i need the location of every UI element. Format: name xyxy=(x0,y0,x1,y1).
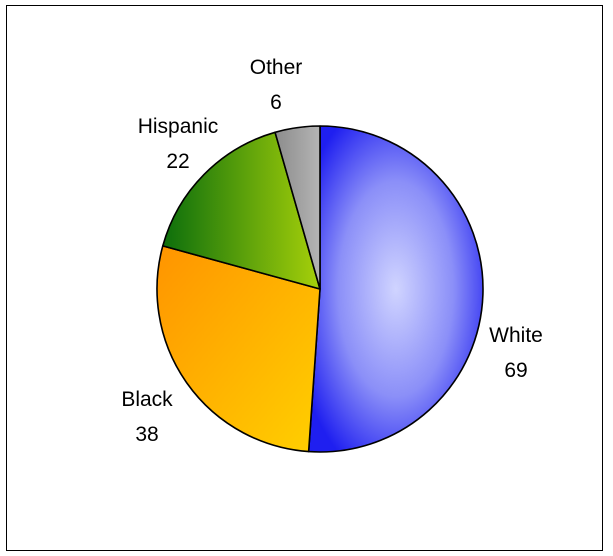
pie-slice-other xyxy=(274,125,321,290)
slice-value-other: 6 xyxy=(270,91,282,114)
slice-label-black: Black xyxy=(121,388,173,411)
pie-slice-black xyxy=(156,245,321,453)
slice-value-hispanic: 22 xyxy=(166,150,189,173)
pie-slice-white xyxy=(307,125,484,453)
slice-label-white: White xyxy=(489,324,543,347)
pie-slice-hispanic xyxy=(162,131,321,290)
slice-value-black: 38 xyxy=(135,423,158,446)
slice-label-hispanic: Hispanic xyxy=(138,115,219,138)
slice-value-white: 69 xyxy=(504,359,527,382)
slice-label-other: Other xyxy=(250,56,303,79)
